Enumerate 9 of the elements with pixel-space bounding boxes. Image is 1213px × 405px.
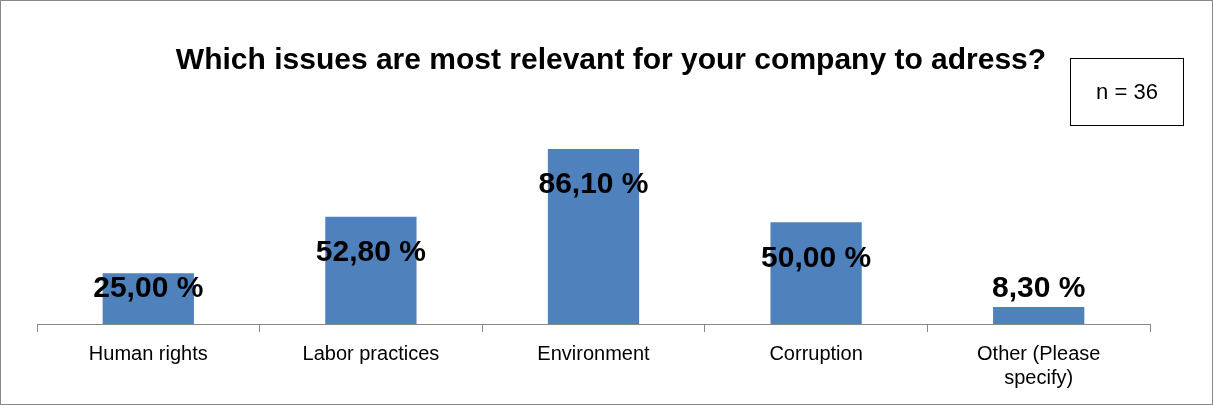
x-tick-label: Corruption — [769, 341, 863, 364]
x-tick-label: Labor practices — [302, 341, 440, 364]
data-label: 8,30 % — [992, 270, 1086, 304]
bar — [993, 307, 1085, 324]
x-tick-label: Other (Please specify) — [977, 341, 1101, 388]
text: n = 36 — [1070, 58, 1184, 126]
x-tick-label: Environment — [537, 341, 651, 364]
x-tick-label: Human rights — [88, 341, 208, 364]
chart-title: Which issues are most relevant for your company to adress? — [174, 41, 1048, 77]
